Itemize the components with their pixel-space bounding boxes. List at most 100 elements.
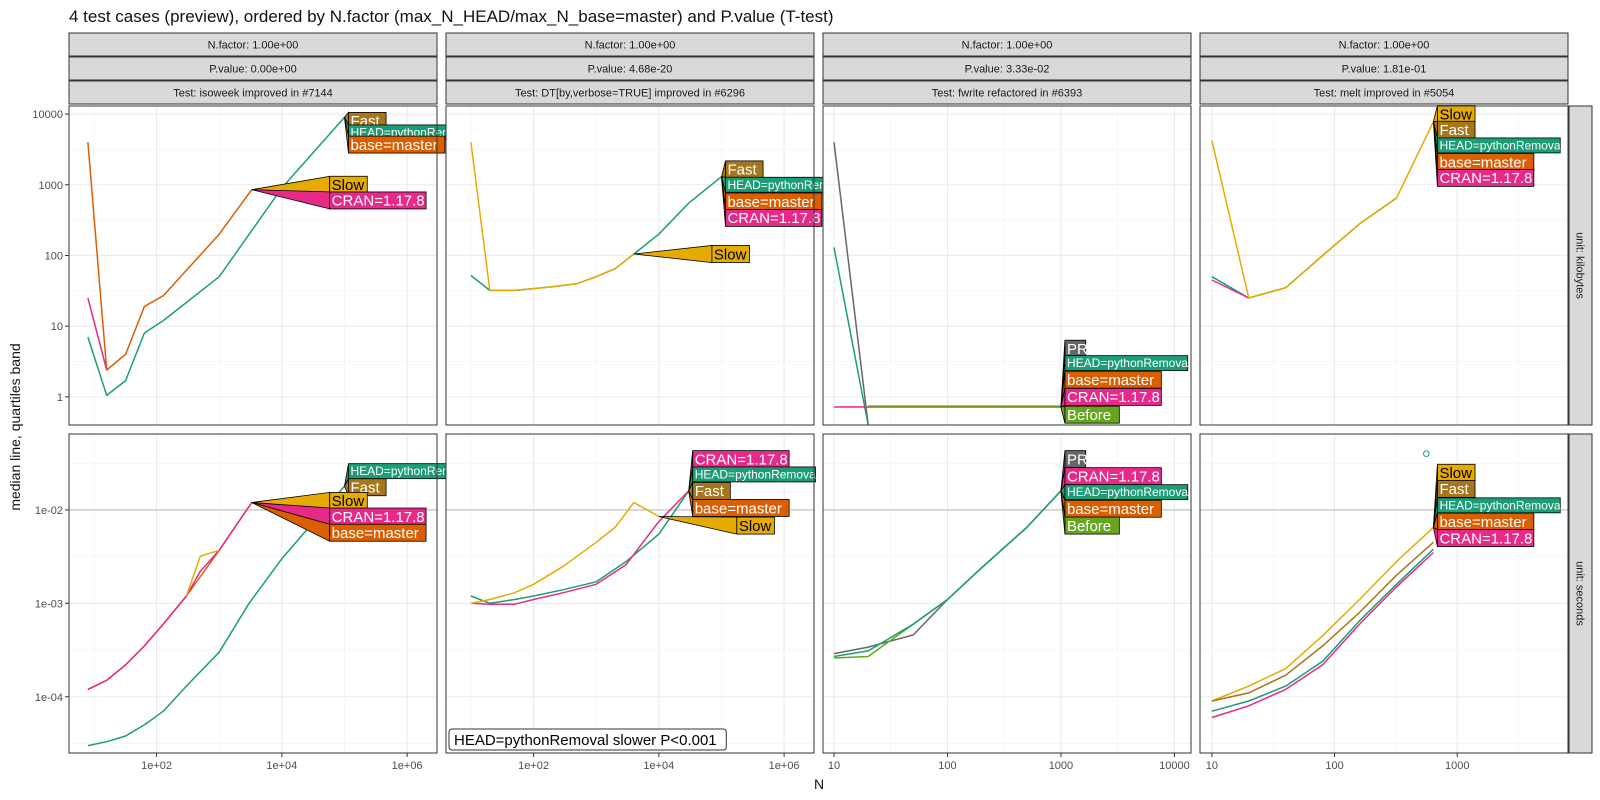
panel-border [445,433,815,754]
panel-border [822,433,1192,754]
direct-label-slow: Slow [633,245,750,263]
label-text: base=master [1439,154,1526,171]
label-text: HEAD=pythonRemoval [1067,356,1191,370]
strip-test-2: Test: DT[by,verbose=TRUE] improved in #6… [445,80,815,105]
direct-label-fast: Fast [344,478,387,497]
panel-grid [823,106,1191,425]
label-text: Slow [1439,106,1472,123]
series-line-head-pythonremoval [833,247,869,425]
label-text: HEAD=pythonRemoval [1067,485,1191,499]
series-line-head-pythonremoval [1211,548,1434,712]
y-tick-label: 1e-04 [35,692,63,704]
strip-pvalue-4: P.value: 1.81e-01 [1199,56,1569,81]
label-text: Before [1067,407,1111,424]
label-box [1437,137,1561,154]
panel-border [68,433,438,754]
series-line-cran-1-17-8 [1211,551,1434,719]
strip-box [445,80,815,105]
direct-label-slow: Slow [251,175,368,194]
label-box [1064,516,1120,535]
x-tick-label: 10000 [1159,760,1190,772]
strip-label: Test: DT[by,verbose=TRUE] improved in #6… [515,88,745,100]
label-box [1064,405,1120,424]
label-text: base=master [350,137,437,154]
panel-background [1200,434,1568,753]
annotation-text: HEAD=pythonRemoval slower P<0.001 [454,732,717,749]
x-tick-label: 1e+04 [643,760,674,772]
panels-layer: FastHEAD=pythonRemovalbase=masterSlowCRA… [32,105,1569,772]
strip-label: P.value: 4.68e-20 [588,64,673,76]
direct-label-base-master: base=master [1433,121,1535,171]
strips-layer: N.factor: 1.00e+00 P.value: 0.00e+00 Test:… [68,32,1593,754]
label-text: CRAN=1.17.8 [727,210,820,227]
strip-box [822,32,1192,57]
label-text: HEAD=pythonRemoval [1439,138,1563,152]
label-text: CRAN=1.17.8 [1067,389,1160,406]
panel-annotation: HEAD=pythonRemoval slower P<0.001 [448,728,727,751]
panel-1-unit-seconds: HEAD=pythonRemovalFastSlowCRAN=1.17.8bas… [35,433,474,772]
label-text: PR [1067,451,1088,468]
x-tick-label: 1e+04 [266,760,297,772]
strip-nfactor-2: N.factor: 1.00e+00 [445,32,815,57]
label-text: base=master [695,500,782,517]
label-text: HEAD=pythonRemoval [350,464,474,478]
strip-pvalue-2: P.value: 4.68e-20 [445,56,815,81]
strip-label: P.value: 1.81e-01 [1342,64,1427,76]
strip-box [68,80,438,105]
x-tick-label: 10 [1206,760,1218,772]
label-box [1437,529,1535,547]
strip-box [822,56,1192,81]
panel-labels: FastHEAD=pythonRemovalbase=masterSlowCRA… [251,111,474,210]
series-line-cran-1-17-8 [1211,279,1250,299]
x-axis-title: N [814,776,824,792]
chart-title: 4 test cases (preview), ordered by N.fac… [69,7,834,26]
label-text: Fast [1439,481,1469,498]
x-tick-label: 1000 [1049,760,1073,772]
direct-label-head-pythonremoval: HEAD=pythonRemoval [1433,121,1563,154]
series-line-head-pythonremoval [87,485,346,747]
panel-series [833,490,1062,659]
panel-border [1199,105,1569,426]
strip-label: N.factor: 1.00e+00 [585,40,676,52]
panel-grid [1200,434,1568,753]
direct-label-cran-1-17-8: CRAN=1.17.8 [1060,387,1162,408]
series-line-head-pythonremoval [470,490,690,605]
strip-label: N.factor: 1.00e+00 [1339,40,1430,52]
row-strip-box [1568,105,1593,426]
label-box [736,516,775,535]
strip-test-3: Test: fwrite refactored in #6393 [822,80,1192,105]
panel-background [446,106,814,425]
direct-label-cran-1-17-8: CRAN=1.17.8 [1433,121,1535,187]
label-text: HEAD=pythonRemoval [727,178,851,192]
y-tick-label: 1000 [39,180,63,192]
label-text: base=master [332,525,419,542]
direct-label-base-master: base=master [1432,512,1535,531]
direct-label-cran-1-17-8: CRAN=1.17.8 [688,450,790,491]
strip-box [68,56,438,81]
label-text: CRAN=1.17.8 [1067,468,1160,485]
series-line-slow [185,549,220,597]
label-text: Fast [1439,122,1469,139]
direct-label-head-pythonremoval: HEAD=pythonRemoval [344,463,474,487]
panel-series [470,490,690,605]
label-box [692,466,816,483]
panel-labels: HEAD=pythonRemovalFastSlowCRAN=1.17.8bas… [251,463,474,542]
annotation-box [448,728,727,751]
panel-border [822,105,1192,426]
strip-box [68,32,438,57]
strip-box [822,80,1192,105]
series-line-head-pythonremoval [833,490,1062,658]
strip-test-4: Test: melt improved in #5054 [1199,80,1569,105]
row-strip-unit-seconds: unit: seconds [1568,433,1593,754]
panel-border [68,105,438,426]
